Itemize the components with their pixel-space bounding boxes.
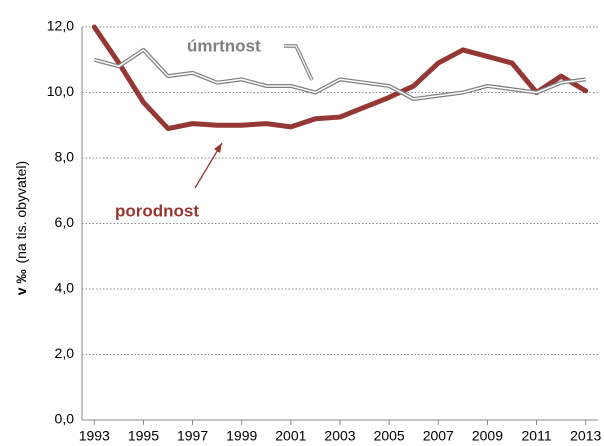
x-tick-label: 2011 (522, 428, 552, 444)
x-tick-label: 1997 (177, 428, 208, 444)
y-tick-label: 2,0 (55, 345, 75, 361)
series-line (93, 47, 586, 102)
series-label: porodnost (115, 201, 199, 220)
arrow-head (214, 143, 222, 153)
x-tick-label: 1999 (226, 428, 257, 444)
x-tick-label: 2007 (423, 428, 454, 444)
y-axis-label-text: (na tis. obyvatel) (13, 161, 29, 264)
annotation-arrow-inner (284, 45, 313, 81)
series-line (91, 24, 589, 132)
series-line-inner (94, 49, 586, 100)
y-tick-label: 6,0 (55, 214, 75, 230)
y-tick-label: 10,0 (47, 83, 74, 99)
y-tick-label: 0,0 (55, 411, 75, 427)
x-tick-label: 1995 (128, 428, 159, 444)
x-tick-label: 2005 (374, 428, 405, 444)
series-label: úmrtnost (187, 36, 261, 55)
x-tick-label: 2001 (275, 428, 306, 444)
y-axis-label-unit: v ‰ (13, 270, 29, 296)
y-tick-label: 12,0 (47, 18, 74, 34)
x-tick-label: 1993 (79, 428, 110, 444)
y-tick-label: 8,0 (55, 149, 75, 165)
x-tick-label: 2003 (324, 428, 355, 444)
y-axis-label: v ‰ (na tis. obyvatel) (13, 161, 29, 295)
x-tick-label: 2013 (570, 428, 601, 444)
x-tick-label: 2009 (472, 428, 503, 444)
y-tick-label: 4,0 (55, 280, 75, 296)
